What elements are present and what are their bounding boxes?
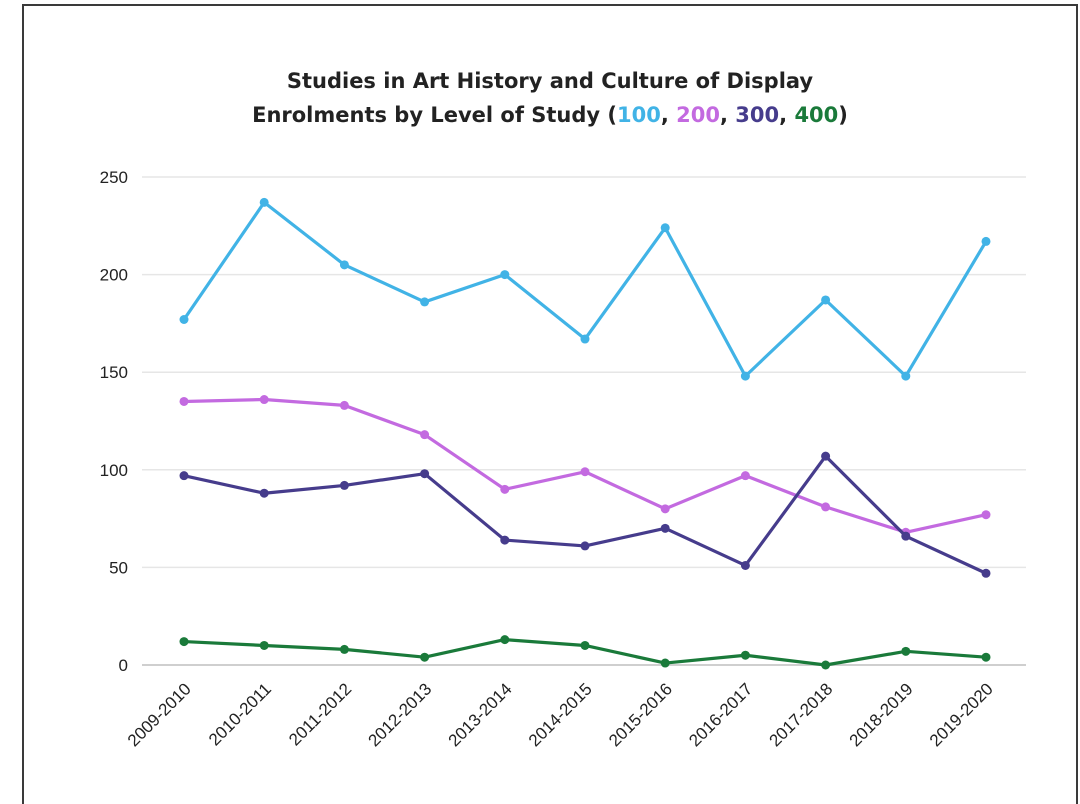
data-point-300 — [500, 535, 510, 545]
data-point-400 — [500, 635, 510, 645]
data-point-300 — [901, 531, 911, 541]
title-suffix: ) — [838, 103, 848, 127]
legend-label-100: 100 — [617, 103, 661, 127]
data-point-300 — [981, 568, 991, 578]
y-tick-label: 100 — [100, 461, 128, 480]
x-tick-label: 2015-2016 — [605, 679, 676, 750]
y-tick-label: 0 — [119, 656, 128, 675]
data-point-400 — [580, 640, 590, 650]
data-point-100 — [179, 314, 189, 324]
data-point-200 — [259, 395, 269, 405]
x-tick-label: 2013-2014 — [445, 679, 516, 750]
x-tick-label: 2016-2017 — [685, 679, 756, 750]
data-point-300 — [420, 469, 430, 479]
data-point-400 — [981, 652, 991, 662]
data-point-400 — [259, 640, 269, 650]
x-tick-label: 2017-2018 — [765, 679, 836, 750]
legend-sep: , — [720, 103, 736, 127]
x-tick-label: 2011-2012 — [285, 679, 355, 749]
data-point-300 — [339, 480, 349, 490]
data-point-100 — [981, 236, 991, 246]
data-point-400 — [821, 660, 831, 670]
chart-frame — [22, 4, 1078, 804]
data-point-300 — [740, 560, 750, 570]
data-point-400 — [420, 652, 430, 662]
data-point-200 — [660, 504, 670, 514]
data-point-200 — [740, 471, 750, 481]
data-point-400 — [660, 658, 670, 668]
x-tick-label: 2019-2020 — [926, 679, 997, 750]
data-point-200 — [580, 467, 590, 477]
data-point-200 — [500, 484, 510, 494]
data-point-400 — [740, 650, 750, 660]
data-point-200 — [339, 400, 349, 410]
y-tick-label: 150 — [100, 363, 128, 382]
data-point-300 — [259, 488, 269, 498]
data-point-100 — [740, 371, 750, 381]
data-point-300 — [179, 471, 189, 481]
data-point-100 — [660, 223, 670, 233]
data-point-200 — [420, 430, 430, 440]
data-point-200 — [821, 502, 831, 512]
data-point-300 — [580, 541, 590, 551]
x-tick-label: 2010-2011 — [205, 679, 275, 749]
x-axis-ticks: 2009-2010 2010-2011 2011-2012 2012-2013 2013… — [124, 679, 997, 750]
y-axis-ticks: 0 50 100 150 200 250 — [100, 168, 128, 675]
x-tick-label: 2012-2013 — [364, 679, 435, 750]
data-point-400 — [179, 637, 189, 647]
data-point-400 — [339, 644, 349, 654]
chart-title-line2: Enrolments by Level of Study (100, 200, … — [22, 98, 1078, 132]
x-tick-label: 2018-2019 — [846, 679, 917, 750]
legend-label-200: 200 — [676, 103, 720, 127]
data-point-100 — [339, 260, 349, 270]
data-point-100 — [901, 371, 911, 381]
y-tick-label: 250 — [100, 168, 128, 187]
legend-label-400: 400 — [794, 103, 839, 127]
series-layer — [179, 197, 991, 670]
x-tick-label: 2009-2010 — [124, 679, 195, 750]
series-line-100 — [182, 200, 988, 378]
data-point-100 — [259, 197, 269, 207]
legend-sep: , — [660, 103, 677, 127]
chart-title: Studies in Art History and Culture of Di… — [22, 64, 1078, 132]
data-point-300 — [660, 523, 670, 533]
series-line-200 — [182, 397, 988, 534]
title-prefix: Enrolments by Level of Study ( — [252, 103, 618, 127]
data-point-200 — [179, 396, 189, 406]
chart-title-line1: Studies in Art History and Culture of Di… — [286, 69, 814, 93]
data-point-100 — [821, 295, 831, 305]
grid-layer — [142, 176, 1026, 666]
x-tick-label: 2014-2015 — [525, 679, 596, 750]
data-point-300 — [821, 451, 831, 461]
legend-sep: , — [779, 103, 795, 127]
legend-label-300: 300 — [735, 103, 780, 127]
y-tick-label: 200 — [100, 266, 128, 285]
y-tick-label: 50 — [109, 558, 128, 577]
data-point-200 — [981, 510, 991, 520]
data-point-100 — [580, 334, 590, 344]
data-point-100 — [500, 270, 510, 280]
data-point-100 — [420, 297, 430, 307]
data-point-400 — [901, 646, 911, 656]
